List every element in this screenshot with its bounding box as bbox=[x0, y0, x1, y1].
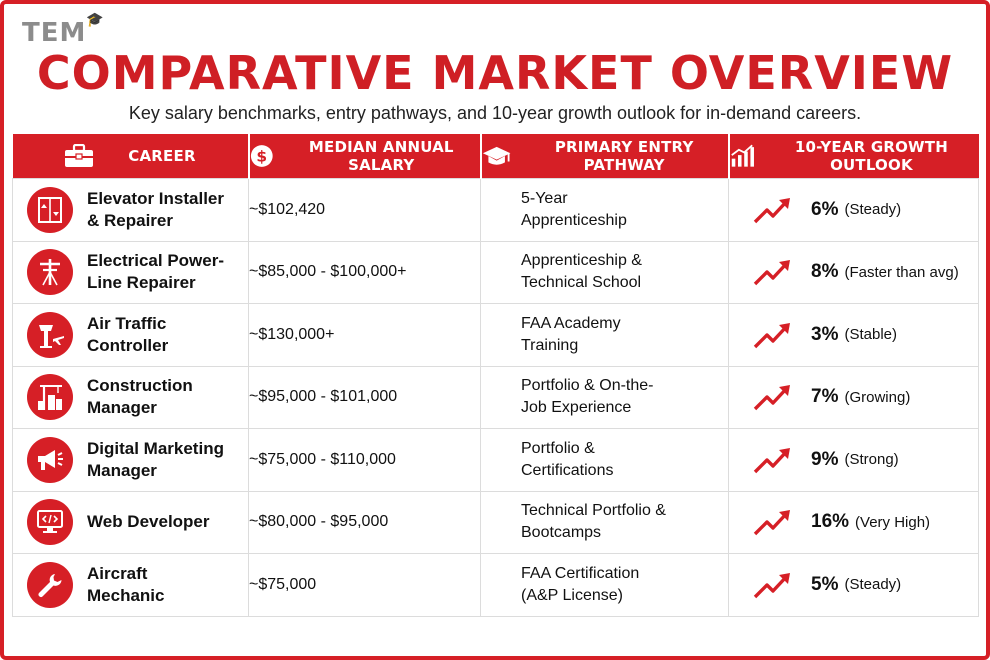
column-header-label: PRIMARY ENTRY PATHWAY bbox=[554, 138, 694, 174]
code-monitor-icon bbox=[27, 499, 73, 546]
trend-up-icon bbox=[753, 510, 790, 536]
page-subtitle: Key salary benchmarks, entry pathways, a… bbox=[128, 103, 862, 123]
salary-value: ~$130,000+ bbox=[248, 303, 481, 367]
growth-cell: 6% (Steady) bbox=[728, 178, 979, 242]
trend-up-icon bbox=[753, 447, 790, 473]
salary-value: ~$75,000 - $110,000 bbox=[248, 428, 481, 492]
growth-note: (Stable) bbox=[844, 326, 897, 344]
pathway-value: Portfolio & Certifications bbox=[521, 439, 614, 479]
pathway-cell: Portfolio & On-the-Job Experience bbox=[480, 365, 729, 429]
career-cell: Digital Marketing Manager bbox=[12, 428, 249, 492]
table-row: Web Developer ~$80,000 - $95,000 Technic… bbox=[12, 490, 979, 554]
dollar-icon: $ bbox=[250, 145, 273, 167]
growth-cell: 7% (Growing) bbox=[728, 365, 979, 429]
salary-value: ~$102,420 bbox=[248, 178, 481, 242]
career-name: Air Traffic Controller bbox=[87, 313, 169, 355]
growth-note: (Steady) bbox=[844, 576, 902, 594]
trend-up-icon bbox=[753, 322, 790, 348]
salary-value: ~$75,000 bbox=[248, 553, 481, 617]
graduation-cap-icon bbox=[482, 146, 510, 165]
table-row: Air Traffic Controller ~$130,000+ FAA Ac… bbox=[12, 303, 979, 367]
career-name: Aircraft Mechanic bbox=[87, 563, 165, 605]
pathway-value: Apprenticeship & Technical School bbox=[521, 252, 642, 292]
table-row: Elevator Installer & Repairer ~$102,420 … bbox=[12, 178, 979, 242]
pathway-cell: Technical Portfolio & Bootcamps bbox=[480, 490, 729, 554]
career-cell: Aircraft Mechanic bbox=[12, 553, 249, 617]
table-header-row: CAREER $ MEDIAN ANNUAL SALARY bbox=[12, 134, 979, 179]
career-name: Electrical Power-Line Repairer bbox=[87, 251, 225, 293]
pathway-value: Technical Portfolio & Bootcamps bbox=[521, 502, 666, 542]
career-cell: Construction Manager bbox=[12, 365, 249, 429]
megaphone-icon bbox=[27, 436, 73, 483]
trend-up-icon bbox=[753, 385, 790, 411]
table-row: Digital Marketing Manager ~$75,000 - $11… bbox=[12, 428, 979, 492]
column-header-growth: 10-YEAR GROWTH OUTLOOK bbox=[728, 134, 979, 179]
column-header-label: MEDIAN ANNUAL SALARY bbox=[308, 138, 454, 174]
salary-value: ~$85,000 - $100,000+ bbox=[248, 240, 481, 304]
growth-note: (Very High) bbox=[855, 513, 931, 531]
graduation-cap-logo-icon: 🎓 bbox=[86, 12, 105, 28]
career-cell: Web Developer bbox=[12, 490, 249, 554]
growth-cell: 9% (Strong) bbox=[728, 428, 979, 492]
trend-up-icon bbox=[753, 197, 790, 223]
page-title: COMPARATIVE MARKET OVERVIEW bbox=[36, 46, 954, 100]
trend-up-icon bbox=[753, 572, 790, 598]
logo-text: TEM bbox=[22, 18, 87, 48]
brand-logo: TEM 🎓 bbox=[22, 12, 103, 48]
career-cell: Air Traffic Controller bbox=[12, 303, 249, 367]
pathway-cell: FAA Academy Training bbox=[480, 303, 729, 367]
growth-note: (Growing) bbox=[844, 388, 911, 406]
career-name: Elevator Installer & Repairer bbox=[87, 188, 225, 230]
pathway-cell: Portfolio & Certifications bbox=[480, 428, 729, 492]
salary-value: ~$80,000 - $95,000 bbox=[248, 490, 481, 554]
career-name: Web Developer bbox=[87, 512, 210, 532]
table-row: Construction Manager ~$95,000 - $101,000… bbox=[12, 365, 979, 429]
column-header-career: CAREER bbox=[12, 134, 250, 179]
pathway-cell: 5-Year Apprenticeship bbox=[480, 178, 729, 242]
pathway-value: Portfolio & On-the-Job Experience bbox=[521, 377, 654, 417]
growth-chart-icon bbox=[730, 144, 754, 167]
wrench-icon bbox=[27, 561, 73, 608]
power-line-icon bbox=[27, 249, 73, 296]
growth-note: (Strong) bbox=[844, 451, 899, 469]
table-row: Aircraft Mechanic ~$75,000 FAA Certifica… bbox=[12, 553, 979, 617]
column-header-salary: $ MEDIAN ANNUAL SALARY bbox=[248, 134, 482, 179]
growth-percent: 5% bbox=[811, 573, 839, 595]
column-header-pathway: PRIMARY ENTRY PATHWAY bbox=[480, 134, 730, 179]
growth-percent: 9% bbox=[811, 448, 839, 470]
career-name: Digital Marketing Manager bbox=[87, 438, 224, 480]
career-name: Construction Manager bbox=[87, 376, 193, 418]
market-table: CAREER $ MEDIAN ANNUAL SALARY bbox=[12, 134, 979, 617]
control-tower-icon bbox=[27, 311, 73, 358]
growth-note: (Faster than avg) bbox=[844, 263, 959, 281]
growth-cell: 8% (Faster than avg) bbox=[728, 240, 979, 304]
elevator-icon bbox=[27, 186, 73, 233]
column-header-label: 10-YEAR GROWTH OUTLOOK bbox=[794, 138, 948, 174]
growth-percent: 3% bbox=[811, 323, 839, 345]
growth-percent: 7% bbox=[811, 386, 839, 408]
svg-text:$: $ bbox=[256, 147, 267, 165]
growth-percent: 6% bbox=[811, 198, 839, 220]
pathway-cell: Apprenticeship & Technical School bbox=[480, 240, 729, 304]
pathway-value: 5-Year Apprenticeship bbox=[521, 189, 627, 229]
pathway-value: FAA Academy Training bbox=[521, 314, 621, 354]
briefcase-icon bbox=[65, 144, 94, 167]
construction-icon bbox=[27, 374, 73, 421]
pathway-cell: FAA Certification (A&P License) bbox=[480, 553, 729, 617]
growth-note: (Steady) bbox=[844, 201, 902, 219]
trend-up-icon bbox=[753, 260, 790, 286]
career-cell: Elevator Installer & Repairer bbox=[12, 178, 249, 242]
column-header-label: CAREER bbox=[128, 147, 196, 165]
growth-cell: 5% (Steady) bbox=[728, 553, 979, 617]
career-cell: Electrical Power-Line Repairer bbox=[12, 240, 249, 304]
growth-percent: 16% bbox=[811, 511, 850, 533]
table-row: Electrical Power-Line Repairer ~$85,000 … bbox=[12, 240, 979, 304]
growth-cell: 3% (Stable) bbox=[728, 303, 979, 367]
salary-value: ~$95,000 - $101,000 bbox=[248, 365, 481, 429]
growth-percent: 8% bbox=[811, 261, 839, 283]
pathway-value: FAA Certification (A&P License) bbox=[521, 564, 640, 604]
growth-cell: 16% (Very High) bbox=[728, 490, 979, 554]
